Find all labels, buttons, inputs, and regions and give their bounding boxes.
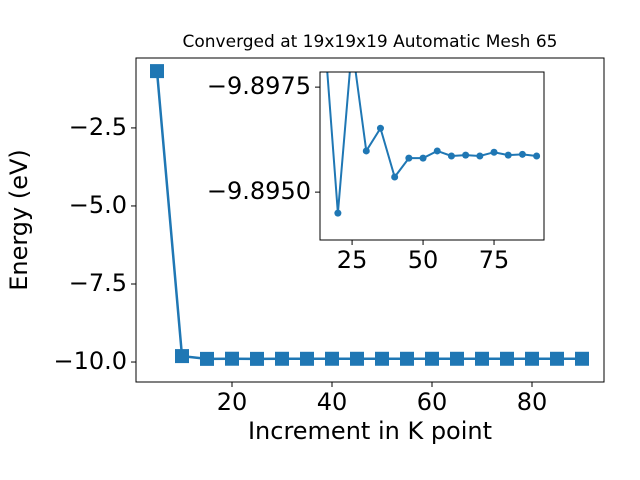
series-line [326, 72, 537, 214]
x-tick-label: 25 [337, 246, 368, 274]
marker [504, 151, 512, 159]
marker [400, 351, 414, 366]
x-tick-label: 40 [317, 388, 348, 416]
marker [200, 351, 214, 366]
marker [405, 154, 413, 162]
marker [325, 351, 339, 366]
y-tick-label: −9.8950 [207, 177, 311, 205]
marker [475, 351, 489, 366]
marker [425, 351, 439, 366]
x-axis-label: Increment in K point [248, 417, 492, 445]
y-tick-label: −7.5 [69, 269, 127, 297]
y-tick-label: −2.5 [69, 113, 127, 141]
x-tick-label: 50 [408, 246, 439, 274]
marker [376, 124, 384, 132]
chart-title: Converged at 19x19x19 Automatic Mesh 65 [183, 32, 558, 52]
marker [433, 147, 441, 155]
plot-area [320, 21, 541, 217]
marker [175, 349, 189, 364]
marker [462, 151, 470, 159]
axes-frame [319, 71, 545, 241]
y-tick-label: −9.8975 [207, 72, 311, 100]
marker [525, 351, 539, 366]
marker [450, 351, 464, 366]
marker [575, 351, 589, 366]
marker [533, 152, 541, 160]
marker [350, 351, 364, 366]
x-tick-label: 20 [217, 388, 248, 416]
x-tick-label: 80 [517, 388, 548, 416]
marker [250, 351, 264, 366]
marker [275, 351, 289, 366]
marker [300, 351, 314, 366]
marker [500, 351, 514, 366]
marker [550, 351, 564, 366]
x-tick-label: 60 [417, 388, 448, 416]
marker [225, 351, 239, 366]
marker [375, 351, 389, 366]
marker [391, 173, 399, 181]
x-tick-label: 75 [479, 246, 510, 274]
marker [150, 64, 164, 79]
axes-frame [135, 57, 605, 383]
marker [490, 148, 498, 156]
plot-area [150, 64, 589, 366]
y-axis-label: Energy (eV) [5, 149, 33, 291]
marker [419, 154, 427, 162]
marker [476, 152, 484, 160]
marker [518, 150, 526, 158]
marker [334, 209, 342, 217]
marker [320, 21, 327, 28]
y-tick-label: −5.0 [69, 191, 127, 219]
marker [447, 152, 455, 160]
marker [362, 147, 370, 155]
y-tick-label: −10.0 [53, 347, 127, 375]
